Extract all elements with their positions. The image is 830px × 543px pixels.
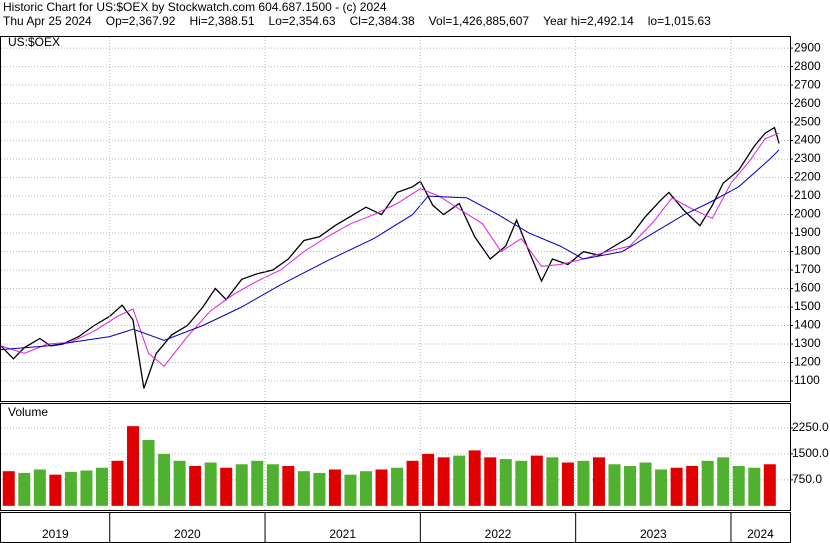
price-panel-label: US:$OEX bbox=[8, 35, 60, 49]
volume-bar bbox=[515, 460, 528, 506]
y-tick-label: 2250.0 bbox=[792, 420, 829, 434]
y-tick-label: 2800 bbox=[794, 59, 821, 73]
volume-bar bbox=[624, 466, 637, 506]
volume-bar bbox=[670, 467, 683, 506]
y-tick-label: 1700 bbox=[794, 262, 821, 276]
y-tick-label: 1500.0 bbox=[792, 446, 829, 460]
x-tick-label: 2022 bbox=[485, 527, 512, 541]
y-tick-label: 1500 bbox=[794, 299, 821, 313]
volume-bar bbox=[453, 455, 466, 506]
volume-bar bbox=[297, 471, 310, 506]
header-field: Vol=1,426,885,607 bbox=[429, 14, 530, 28]
volume-bar bbox=[748, 467, 761, 506]
volume-bar bbox=[561, 462, 574, 506]
price-line bbox=[0, 149, 780, 351]
volume-bar bbox=[204, 462, 217, 506]
x-tick-label: 2021 bbox=[329, 527, 356, 541]
volume-bar bbox=[406, 460, 419, 506]
volume-bar bbox=[220, 467, 233, 506]
volume-bar bbox=[158, 453, 171, 506]
volume-bar bbox=[391, 467, 404, 506]
y-tick-label: 1400 bbox=[794, 318, 821, 332]
y-tick-label: 1800 bbox=[794, 244, 821, 258]
header-field: Thu Apr 25 2024 bbox=[3, 14, 92, 28]
volume-bar bbox=[546, 457, 559, 506]
volume-bar bbox=[375, 469, 388, 506]
volume-bar bbox=[142, 440, 155, 506]
price-line bbox=[0, 126, 780, 389]
header-title: Historic Chart for US:$OEX by Stockwatch… bbox=[3, 0, 387, 14]
volume-bar bbox=[763, 464, 776, 506]
volume-bar bbox=[313, 472, 326, 506]
y-tick-label: 2700 bbox=[794, 77, 821, 91]
y-tick-label: 2000 bbox=[794, 207, 821, 221]
y-tick-label: 2100 bbox=[794, 188, 821, 202]
header-field: Op=2,367.92 bbox=[106, 14, 176, 28]
y-tick-label: 1900 bbox=[794, 225, 821, 239]
header-field: Cl=2,384.38 bbox=[350, 14, 415, 28]
volume-panel-label: Volume bbox=[8, 405, 48, 419]
price-panel bbox=[0, 36, 791, 402]
volume-bar bbox=[701, 460, 714, 506]
y-tick-label: 2900 bbox=[794, 40, 821, 54]
header-field: Year hi=2,492.14 bbox=[543, 14, 634, 28]
volume-bar bbox=[686, 466, 699, 506]
y-tick-label: 2200 bbox=[794, 170, 821, 184]
volume-bar bbox=[328, 469, 341, 506]
header-field: lo=1,015.63 bbox=[648, 14, 711, 28]
volume-bar bbox=[732, 466, 745, 506]
volume-bar bbox=[235, 464, 248, 506]
volume-bar bbox=[173, 460, 186, 506]
header-field: Lo=2,354.63 bbox=[269, 14, 336, 28]
volume-bar bbox=[33, 469, 46, 506]
price-line bbox=[0, 132, 780, 367]
volume-bar bbox=[95, 467, 108, 506]
y-tick-label: 750.0 bbox=[792, 472, 822, 486]
volume-bar bbox=[717, 457, 730, 506]
volume-bar bbox=[655, 469, 668, 506]
volume-bar bbox=[64, 471, 77, 506]
y-tick-label: 1200 bbox=[794, 355, 821, 369]
y-tick-label: 1100 bbox=[794, 373, 820, 387]
volume-bar bbox=[127, 426, 140, 506]
y-tick-label: 2400 bbox=[794, 133, 821, 147]
volume-bar bbox=[2, 471, 15, 506]
x-tick-label: 2023 bbox=[640, 527, 667, 541]
x-tick-label: 2020 bbox=[174, 527, 201, 541]
volume-bar bbox=[577, 460, 590, 506]
volume-bar bbox=[468, 450, 481, 506]
volume-bar bbox=[18, 472, 31, 506]
header-field: Hi=2,388.51 bbox=[189, 14, 254, 28]
y-tick-label: 2300 bbox=[794, 151, 821, 165]
volume-bar bbox=[344, 474, 357, 506]
x-axis-strip bbox=[0, 512, 791, 543]
volume-bar bbox=[282, 466, 295, 506]
volume-bar bbox=[359, 471, 372, 506]
volume-bar bbox=[80, 470, 93, 506]
volume-bar bbox=[111, 460, 124, 506]
volume-bar bbox=[49, 474, 62, 506]
x-tick-label: 2019 bbox=[42, 527, 69, 541]
y-tick-label: 2500 bbox=[794, 114, 821, 128]
volume-bar bbox=[251, 460, 264, 506]
volume-bar bbox=[422, 453, 435, 506]
volume-bar bbox=[592, 457, 605, 506]
volume-bar bbox=[484, 457, 497, 506]
y-tick-label: 1600 bbox=[794, 281, 821, 295]
y-tick-label: 1300 bbox=[794, 336, 821, 350]
volume-bar bbox=[639, 462, 652, 506]
volume-bar bbox=[437, 457, 450, 506]
volume-bar bbox=[608, 464, 621, 506]
volume-bar bbox=[189, 466, 202, 506]
volume-bar bbox=[266, 464, 279, 506]
volume-bar bbox=[530, 455, 543, 506]
volume-bar bbox=[499, 459, 512, 506]
x-tick-label: 2024 bbox=[747, 527, 774, 541]
y-tick-label: 2600 bbox=[794, 96, 821, 110]
